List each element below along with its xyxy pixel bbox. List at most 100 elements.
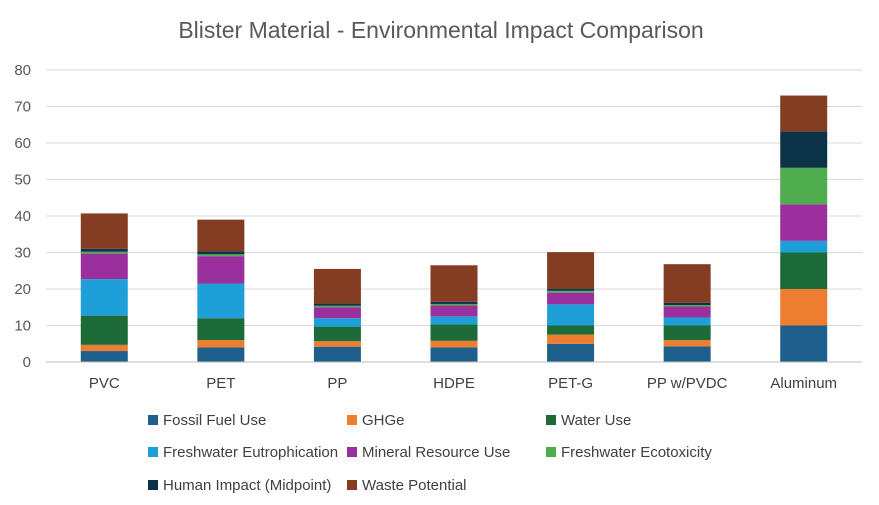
bar-stack-pet-g bbox=[547, 252, 595, 362]
bar-segment-human-impact-midpoint- bbox=[197, 251, 245, 255]
bar-segment-freshwater-eutrophication bbox=[197, 283, 245, 319]
legend-item: Waste Potential bbox=[347, 477, 467, 494]
legend-item: GHGe bbox=[347, 412, 405, 429]
bar-segment-ghge bbox=[313, 341, 361, 347]
bar-segment-fossil-fuel-use bbox=[780, 325, 828, 362]
legend-item: Freshwater Eutrophication bbox=[148, 444, 338, 461]
x-tick-label: PET bbox=[206, 375, 235, 392]
bar-segment-ghge bbox=[197, 340, 245, 348]
bar-segment-ghge bbox=[663, 340, 711, 347]
bar-segment-mineral-resource-use bbox=[663, 306, 711, 318]
bar-segment-freshwater-ecotoxicity bbox=[547, 290, 595, 293]
bar-segment-freshwater-eutrophication bbox=[780, 240, 828, 253]
legend-label: Fossil Fuel Use bbox=[163, 412, 266, 429]
bar-segment-mineral-resource-use bbox=[197, 256, 245, 284]
bar-segment-fossil-fuel-use bbox=[80, 351, 128, 362]
legend-item: Fossil Fuel Use bbox=[148, 412, 266, 429]
x-tick-label: Aluminum bbox=[770, 375, 837, 392]
y-tick-label: 40 bbox=[14, 208, 31, 225]
bar-segment-human-impact-midpoint- bbox=[547, 288, 595, 291]
bar-segment-human-impact-midpoint- bbox=[780, 131, 828, 168]
bar-segment-mineral-resource-use bbox=[780, 204, 828, 241]
y-tick-label: 20 bbox=[14, 281, 31, 298]
legend-item: Freshwater Ecotoxicity bbox=[546, 444, 712, 461]
bar-segment-waste-potential bbox=[663, 264, 711, 303]
bar-segment-ghge bbox=[547, 334, 595, 344]
bar-segment-mineral-resource-use bbox=[80, 253, 128, 280]
bar-segment-fossil-fuel-use bbox=[313, 346, 361, 362]
bar-segment-freshwater-ecotoxicity bbox=[197, 254, 245, 257]
bar-segment-freshwater-eutrophication bbox=[663, 317, 711, 326]
x-tick-label: PET-G bbox=[548, 375, 593, 392]
bar-segment-water-use bbox=[80, 315, 128, 345]
legend-label: Waste Potential bbox=[362, 477, 467, 494]
legend-swatch bbox=[148, 415, 158, 425]
bar-segment-water-use bbox=[197, 318, 245, 341]
bar-segment-freshwater-eutrophication bbox=[430, 316, 478, 325]
bar-segment-water-use bbox=[430, 324, 478, 341]
bar-segment-waste-potential bbox=[780, 95, 828, 132]
legend-swatch bbox=[148, 447, 158, 457]
legend-label: Water Use bbox=[561, 412, 631, 429]
bar-segment-mineral-resource-use bbox=[313, 307, 361, 319]
bar-segment-freshwater-ecotoxicity bbox=[313, 305, 361, 308]
bar-segment-fossil-fuel-use bbox=[430, 347, 478, 362]
bar-segment-ghge bbox=[430, 340, 478, 348]
bar-segment-mineral-resource-use bbox=[547, 292, 595, 305]
chart-title: Blister Material - Environmental Impact … bbox=[178, 17, 703, 43]
bar-segment-fossil-fuel-use bbox=[197, 347, 245, 362]
bar-segment-fossil-fuel-use bbox=[663, 346, 711, 362]
bar-segment-freshwater-eutrophication bbox=[80, 279, 128, 316]
bar-segment-waste-potential bbox=[197, 219, 245, 252]
bar-segment-human-impact-midpoint- bbox=[313, 303, 361, 306]
legend-item: Water Use bbox=[546, 412, 631, 429]
legend-swatch bbox=[148, 480, 158, 490]
legend-swatch bbox=[347, 415, 357, 425]
y-tick-label: 60 bbox=[14, 135, 31, 152]
bar-segment-freshwater-ecotoxicity bbox=[663, 305, 711, 307]
bar-stack-pp-w-pvdc bbox=[663, 264, 711, 362]
bar-segment-freshwater-ecotoxicity bbox=[780, 167, 828, 205]
bar-stack-pet bbox=[197, 219, 245, 362]
bar-stack-aluminum bbox=[780, 95, 828, 362]
bar-segment-water-use bbox=[663, 325, 711, 341]
bar-segment-freshwater-eutrophication bbox=[313, 318, 361, 327]
bar-segment-human-impact-midpoint- bbox=[663, 302, 711, 306]
bar-segment-waste-potential bbox=[430, 265, 478, 302]
legend-label: Freshwater Eutrophication bbox=[163, 444, 338, 461]
bar-segment-human-impact-midpoint- bbox=[430, 301, 478, 304]
bar-segment-mineral-resource-use bbox=[430, 305, 478, 317]
x-tick-label: PVC bbox=[89, 375, 120, 392]
bar-segment-human-impact-midpoint- bbox=[80, 248, 128, 252]
legend-item: Mineral Resource Use bbox=[347, 444, 510, 461]
bar-segment-waste-potential bbox=[547, 252, 595, 289]
y-tick-label: 30 bbox=[14, 245, 31, 262]
gridlines bbox=[46, 69, 862, 326]
axes: 0 10 20 30 40 50 60 70 80 PVC PET PP HDPE PET-G PP w/P… bbox=[14, 62, 862, 392]
legend-swatch bbox=[546, 415, 556, 425]
legend-label: Human Impact (Midpoint) bbox=[163, 477, 331, 494]
bar-stack-hdpe bbox=[430, 265, 478, 362]
bar-segment-waste-potential bbox=[313, 268, 361, 304]
bar-segment-fossil-fuel-use bbox=[547, 343, 595, 362]
bar-segment-freshwater-ecotoxicity bbox=[80, 251, 128, 254]
x-tick-label: PP bbox=[327, 375, 347, 392]
bar-stack-pvc bbox=[80, 213, 128, 362]
bar-segment-water-use bbox=[313, 326, 361, 342]
bar-segment-ghge bbox=[780, 289, 828, 326]
bar-segment-water-use bbox=[547, 325, 595, 335]
bar-segment-water-use bbox=[780, 252, 828, 289]
legend-swatch bbox=[347, 447, 357, 457]
y-tick-label: 10 bbox=[14, 318, 31, 335]
bars bbox=[80, 95, 828, 362]
bar-segment-freshwater-ecotoxicity bbox=[430, 303, 478, 306]
legend: Fossil Fuel Use GHGe Water Use Freshwater E… bbox=[148, 412, 712, 494]
legend-swatch bbox=[347, 480, 357, 490]
legend-swatch bbox=[546, 447, 556, 457]
y-tick-label: 80 bbox=[14, 62, 31, 79]
legend-label: Mineral Resource Use bbox=[362, 444, 510, 461]
legend-item: Human Impact (Midpoint) bbox=[148, 477, 331, 494]
bar-segment-ghge bbox=[80, 344, 128, 352]
